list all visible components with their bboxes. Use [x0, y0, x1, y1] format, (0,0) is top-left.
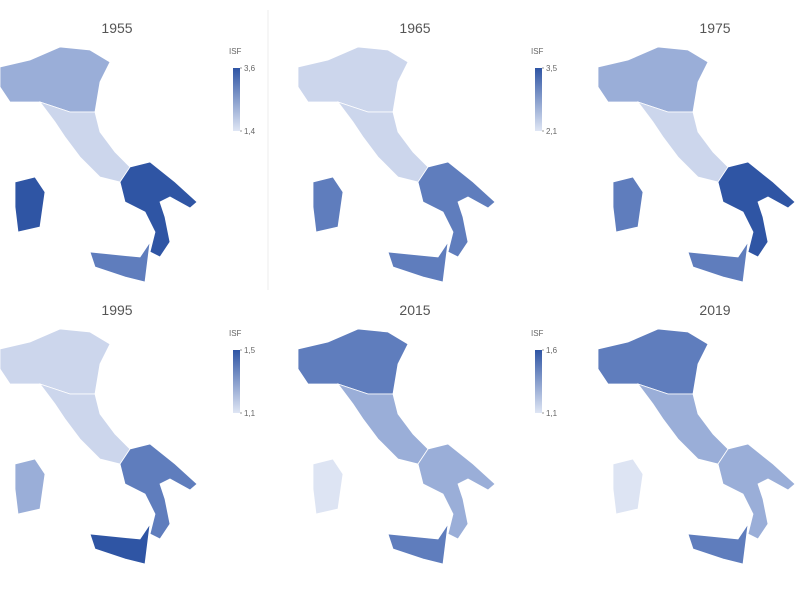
map: [0, 328, 198, 565]
map: [597, 328, 796, 565]
map-title: 1955: [101, 20, 132, 36]
map-title: 1965: [399, 20, 430, 36]
region: [0, 328, 111, 395]
map: [0, 46, 198, 283]
legend-label: 1,6: [546, 346, 558, 355]
map-title: 1995: [101, 302, 132, 318]
region: [89, 241, 151, 283]
region: [636, 101, 729, 183]
region: [297, 46, 409, 113]
region: [387, 523, 449, 565]
region: [597, 328, 709, 395]
region: [717, 443, 796, 540]
legend-label: 2,1: [546, 127, 558, 136]
region: [336, 101, 429, 183]
legend-bar: [535, 350, 542, 413]
legend-label: 1,4: [244, 127, 256, 136]
region: [38, 101, 131, 183]
region: [387, 241, 449, 283]
legend-title: ISF: [229, 329, 242, 338]
region: [297, 328, 409, 395]
legend-label: 1,1: [244, 409, 256, 418]
map-title: 1975: [699, 20, 730, 36]
region: [89, 523, 151, 565]
region: [417, 443, 496, 540]
region: [312, 176, 344, 233]
region: [612, 176, 644, 233]
region: [687, 523, 749, 565]
region: [14, 458, 46, 515]
region: [312, 458, 344, 515]
region: [119, 443, 198, 540]
legend-bar: [233, 68, 240, 131]
region: [717, 161, 796, 258]
legend-label: 1,5: [244, 346, 256, 355]
legend-label: 1,1: [546, 409, 558, 418]
region: [119, 161, 198, 258]
legend-title: ISF: [229, 47, 242, 56]
legend-bar: [233, 350, 240, 413]
legend-label: 3,5: [546, 64, 558, 73]
region: [38, 383, 131, 465]
region: [612, 458, 644, 515]
region: [417, 161, 496, 258]
map: [297, 328, 496, 565]
map: [297, 46, 496, 283]
map-title: 2015: [399, 302, 430, 318]
region: [597, 46, 709, 113]
legend-title: ISF: [531, 329, 544, 338]
region: [687, 241, 749, 283]
region: [336, 383, 429, 465]
region: [636, 383, 729, 465]
legend-bar: [535, 68, 542, 131]
map-title: 2019: [699, 302, 730, 318]
region: [0, 46, 111, 113]
region: [14, 176, 46, 233]
legend-title: ISF: [531, 47, 544, 56]
map: [597, 46, 796, 283]
legend-label: 3,6: [244, 64, 256, 73]
